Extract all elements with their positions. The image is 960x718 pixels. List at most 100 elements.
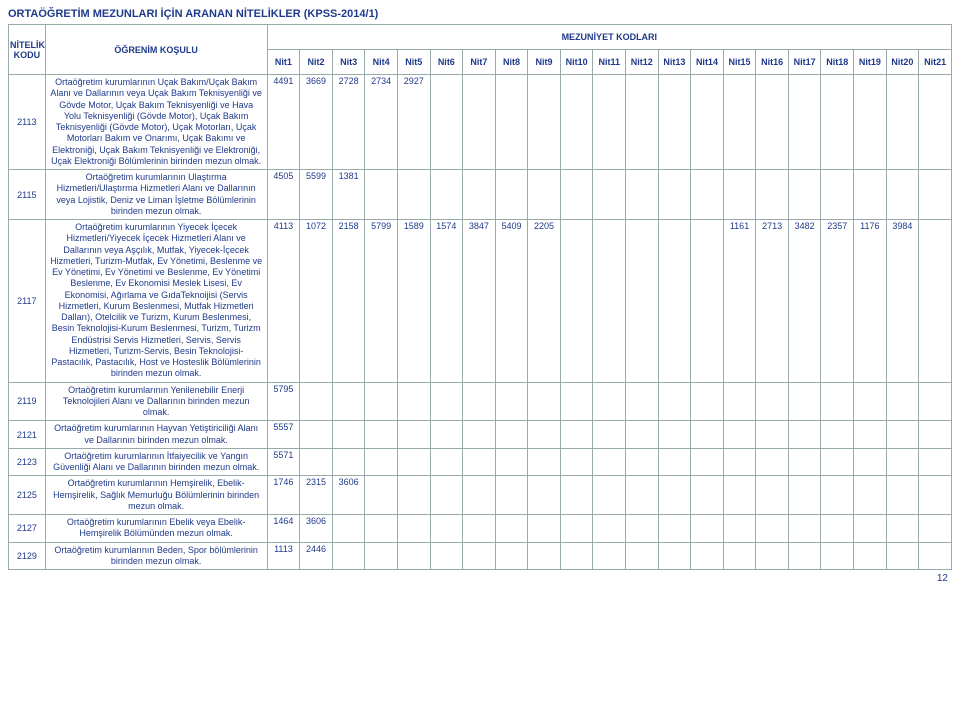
cell-nit-10	[560, 448, 593, 476]
header-nit-5: Nit5	[397, 50, 430, 75]
cell-nit-6	[430, 515, 463, 543]
cell-nit-7	[463, 515, 496, 543]
cell-nit-18	[821, 476, 854, 515]
cell-nit-4	[365, 448, 398, 476]
cell-nit-21	[919, 170, 952, 220]
cell-nit-1: 4505	[267, 170, 300, 220]
cell-nit-19: 1176	[854, 220, 887, 383]
cell-nit-21	[919, 75, 952, 170]
cell-nit-1: 4491	[267, 75, 300, 170]
cell-kodu: 2117	[9, 220, 46, 383]
cell-nit-10	[560, 170, 593, 220]
header-nitelik-kodu-line2: KODU	[14, 50, 41, 60]
cell-kodu: 2125	[9, 476, 46, 515]
table-row: 2113Ortaöğretim kurumlarının Uçak Bakım/…	[9, 75, 952, 170]
cell-nit-14	[691, 476, 724, 515]
table-row: 2127Ortaöğretim kurumlarının Ebelik veya…	[9, 515, 952, 543]
cell-nit-16	[756, 421, 789, 449]
cell-nit-17	[788, 421, 821, 449]
cell-nit-5	[397, 542, 430, 570]
header-nit-6: Nit6	[430, 50, 463, 75]
cell-nit-8	[495, 448, 528, 476]
cell-nit-9	[528, 515, 561, 543]
cell-nit-19	[854, 448, 887, 476]
cell-nit-13	[658, 542, 691, 570]
cell-kodu: 2127	[9, 515, 46, 543]
cell-nit-3	[332, 421, 365, 449]
cell-nit-8	[495, 421, 528, 449]
cell-description: Ortaöğretim kurumlarının Yenilenebilir E…	[45, 382, 267, 421]
cell-nit-13	[658, 170, 691, 220]
cell-nit-21	[919, 515, 952, 543]
cell-nit-7	[463, 382, 496, 421]
cell-nit-20	[886, 448, 919, 476]
header-nit-15: Nit15	[723, 50, 756, 75]
cell-nit-16: 2713	[756, 220, 789, 383]
cell-nit-8	[495, 542, 528, 570]
cell-nit-4	[365, 421, 398, 449]
header-nit-7: Nit7	[463, 50, 496, 75]
cell-nit-9	[528, 421, 561, 449]
cell-nit-17	[788, 542, 821, 570]
cell-nit-18	[821, 542, 854, 570]
cell-nit-20	[886, 421, 919, 449]
cell-nit-5: 2927	[397, 75, 430, 170]
cell-nit-9	[528, 542, 561, 570]
cell-nit-6	[430, 476, 463, 515]
cell-nit-19	[854, 476, 887, 515]
cell-nit-13	[658, 448, 691, 476]
cell-nit-5	[397, 170, 430, 220]
cell-nit-14	[691, 75, 724, 170]
table-row: 2121Ortaöğretim kurumlarının Hayvan Yeti…	[9, 421, 952, 449]
cell-nit-20: 3984	[886, 220, 919, 383]
cell-nit-8	[495, 170, 528, 220]
cell-nit-7	[463, 421, 496, 449]
cell-nit-9: 2205	[528, 220, 561, 383]
header-nit-16: Nit16	[756, 50, 789, 75]
cell-nit-10	[560, 542, 593, 570]
cell-nit-16	[756, 476, 789, 515]
header-nit-3: Nit3	[332, 50, 365, 75]
cell-nit-11	[593, 75, 626, 170]
cell-nit-20	[886, 75, 919, 170]
cell-nit-11	[593, 448, 626, 476]
table-row: 2123Ortaöğretim kurumlarının İtfaiyecili…	[9, 448, 952, 476]
cell-nit-19	[854, 170, 887, 220]
cell-description: Ortaöğretim kurumlarının Ebelik veya Ebe…	[45, 515, 267, 543]
table-body: 2113Ortaöğretim kurumlarının Uçak Bakım/…	[9, 75, 952, 570]
cell-nit-3	[332, 515, 365, 543]
cell-nit-15	[723, 448, 756, 476]
cell-nit-10	[560, 382, 593, 421]
cell-nit-7: 3847	[463, 220, 496, 383]
table-row: 2119Ortaöğretim kurumlarının Yenilenebil…	[9, 382, 952, 421]
cell-nit-5	[397, 515, 430, 543]
header-nit-13: Nit13	[658, 50, 691, 75]
cell-nit-2: 3669	[300, 75, 333, 170]
cell-nit-8	[495, 382, 528, 421]
table-row: 2117Ortaöğretim kurumlarının Yiyecek İçe…	[9, 220, 952, 383]
cell-nit-15	[723, 75, 756, 170]
cell-nit-5: 1589	[397, 220, 430, 383]
cell-nit-15	[723, 382, 756, 421]
cell-nit-4: 2734	[365, 75, 398, 170]
cell-nit-14	[691, 170, 724, 220]
cell-nit-14	[691, 515, 724, 543]
cell-nit-8	[495, 476, 528, 515]
cell-nit-3: 2728	[332, 75, 365, 170]
cell-nit-21	[919, 476, 952, 515]
cell-nit-9	[528, 170, 561, 220]
cell-nit-17	[788, 170, 821, 220]
cell-nit-3	[332, 382, 365, 421]
cell-kodu: 2119	[9, 382, 46, 421]
cell-nit-9	[528, 75, 561, 170]
cell-nit-1: 5795	[267, 382, 300, 421]
table-row: 2129Ortaöğretim kurumlarının Beden, Spor…	[9, 542, 952, 570]
cell-nit-11	[593, 170, 626, 220]
cell-nit-12	[626, 476, 659, 515]
cell-nit-1: 5571	[267, 448, 300, 476]
cell-kodu: 2123	[9, 448, 46, 476]
cell-description: Ortaöğretim kurumlarının Ulaştırma Hizme…	[45, 170, 267, 220]
cell-nit-21	[919, 382, 952, 421]
cell-nit-12	[626, 382, 659, 421]
cell-nit-15: 1161	[723, 220, 756, 383]
